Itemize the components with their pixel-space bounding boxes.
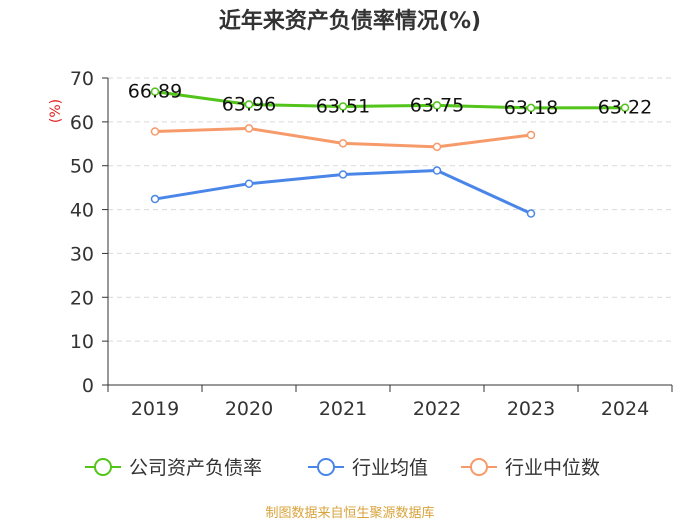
series-0: 66.89 63.96 63.51 63.75 63.18 63.22	[128, 81, 652, 119]
data-point	[244, 179, 254, 188]
data-point	[244, 124, 254, 133]
data-point	[620, 103, 630, 112]
data-point	[150, 194, 160, 204]
x-tick-label: 2022	[413, 398, 461, 420]
legend-label: 行业均值	[352, 457, 428, 479]
x-tick-label: 2021	[319, 398, 367, 420]
data-point	[338, 139, 348, 148]
legend[interactable]: 公司资产负债率 行业均值 行业中位数	[85, 457, 600, 479]
legend-label: 公司资产负债率	[129, 457, 262, 479]
y-tick-label: 30	[70, 243, 94, 265]
source-note: 制图数据来自恒生聚源数据库	[265, 505, 434, 521]
legend-marker	[317, 458, 335, 476]
series-1	[150, 166, 536, 218]
data-label: 63.96	[222, 93, 276, 115]
x-tick-label: 2024	[601, 398, 649, 420]
y-axis-unit: (%)	[48, 99, 64, 123]
axes: 0 10 20 30 40 50 60 70 2019 2020 2021 2022 2023 2024	[70, 68, 673, 420]
data-point	[338, 102, 348, 111]
data-point	[432, 142, 442, 152]
legend-item-2[interactable]: 行业中位数	[461, 457, 600, 479]
y-tick-label: 20	[70, 287, 94, 309]
data-point	[526, 209, 536, 218]
data-label: 63.22	[598, 97, 652, 119]
data-label: 63.18	[504, 97, 558, 119]
data-point	[150, 87, 160, 96]
legend-marker	[470, 458, 488, 476]
series-2	[150, 124, 536, 152]
data-point	[432, 166, 442, 175]
legend-item-1[interactable]: 行业均值	[308, 457, 428, 479]
data-label: 66.89	[128, 81, 182, 103]
data-label: 63.75	[410, 94, 464, 116]
x-tick-label: 2023	[507, 398, 555, 420]
data-point	[244, 100, 254, 109]
y-tick-label: 60	[70, 112, 94, 134]
y-tick-label: 0	[82, 375, 94, 397]
y-tick-label: 70	[70, 68, 94, 90]
legend-marker	[94, 458, 112, 476]
x-tick-label: 2020	[225, 398, 273, 420]
series-line-0	[154, 90, 626, 110]
data-point	[150, 127, 160, 136]
y-tick-label: 10	[70, 331, 94, 353]
data-point	[432, 101, 442, 110]
series-group: 66.89 63.96 63.51 63.75 63.18 63.22	[128, 81, 652, 218]
legend-item-0[interactable]: 公司资产负债率	[85, 457, 262, 479]
data-point	[526, 103, 536, 113]
y-tick-label: 40	[70, 200, 94, 222]
data-point	[526, 130, 536, 140]
y-tick-label: 50	[70, 156, 94, 178]
chart-title: 近年来资产负债率情况(%)	[219, 8, 481, 34]
grid-lines	[108, 77, 672, 342]
data-label: 63.51	[316, 95, 370, 117]
legend-label: 行业中位数	[505, 457, 600, 479]
x-tick-label: 2019	[131, 398, 179, 420]
data-point	[338, 170, 348, 179]
